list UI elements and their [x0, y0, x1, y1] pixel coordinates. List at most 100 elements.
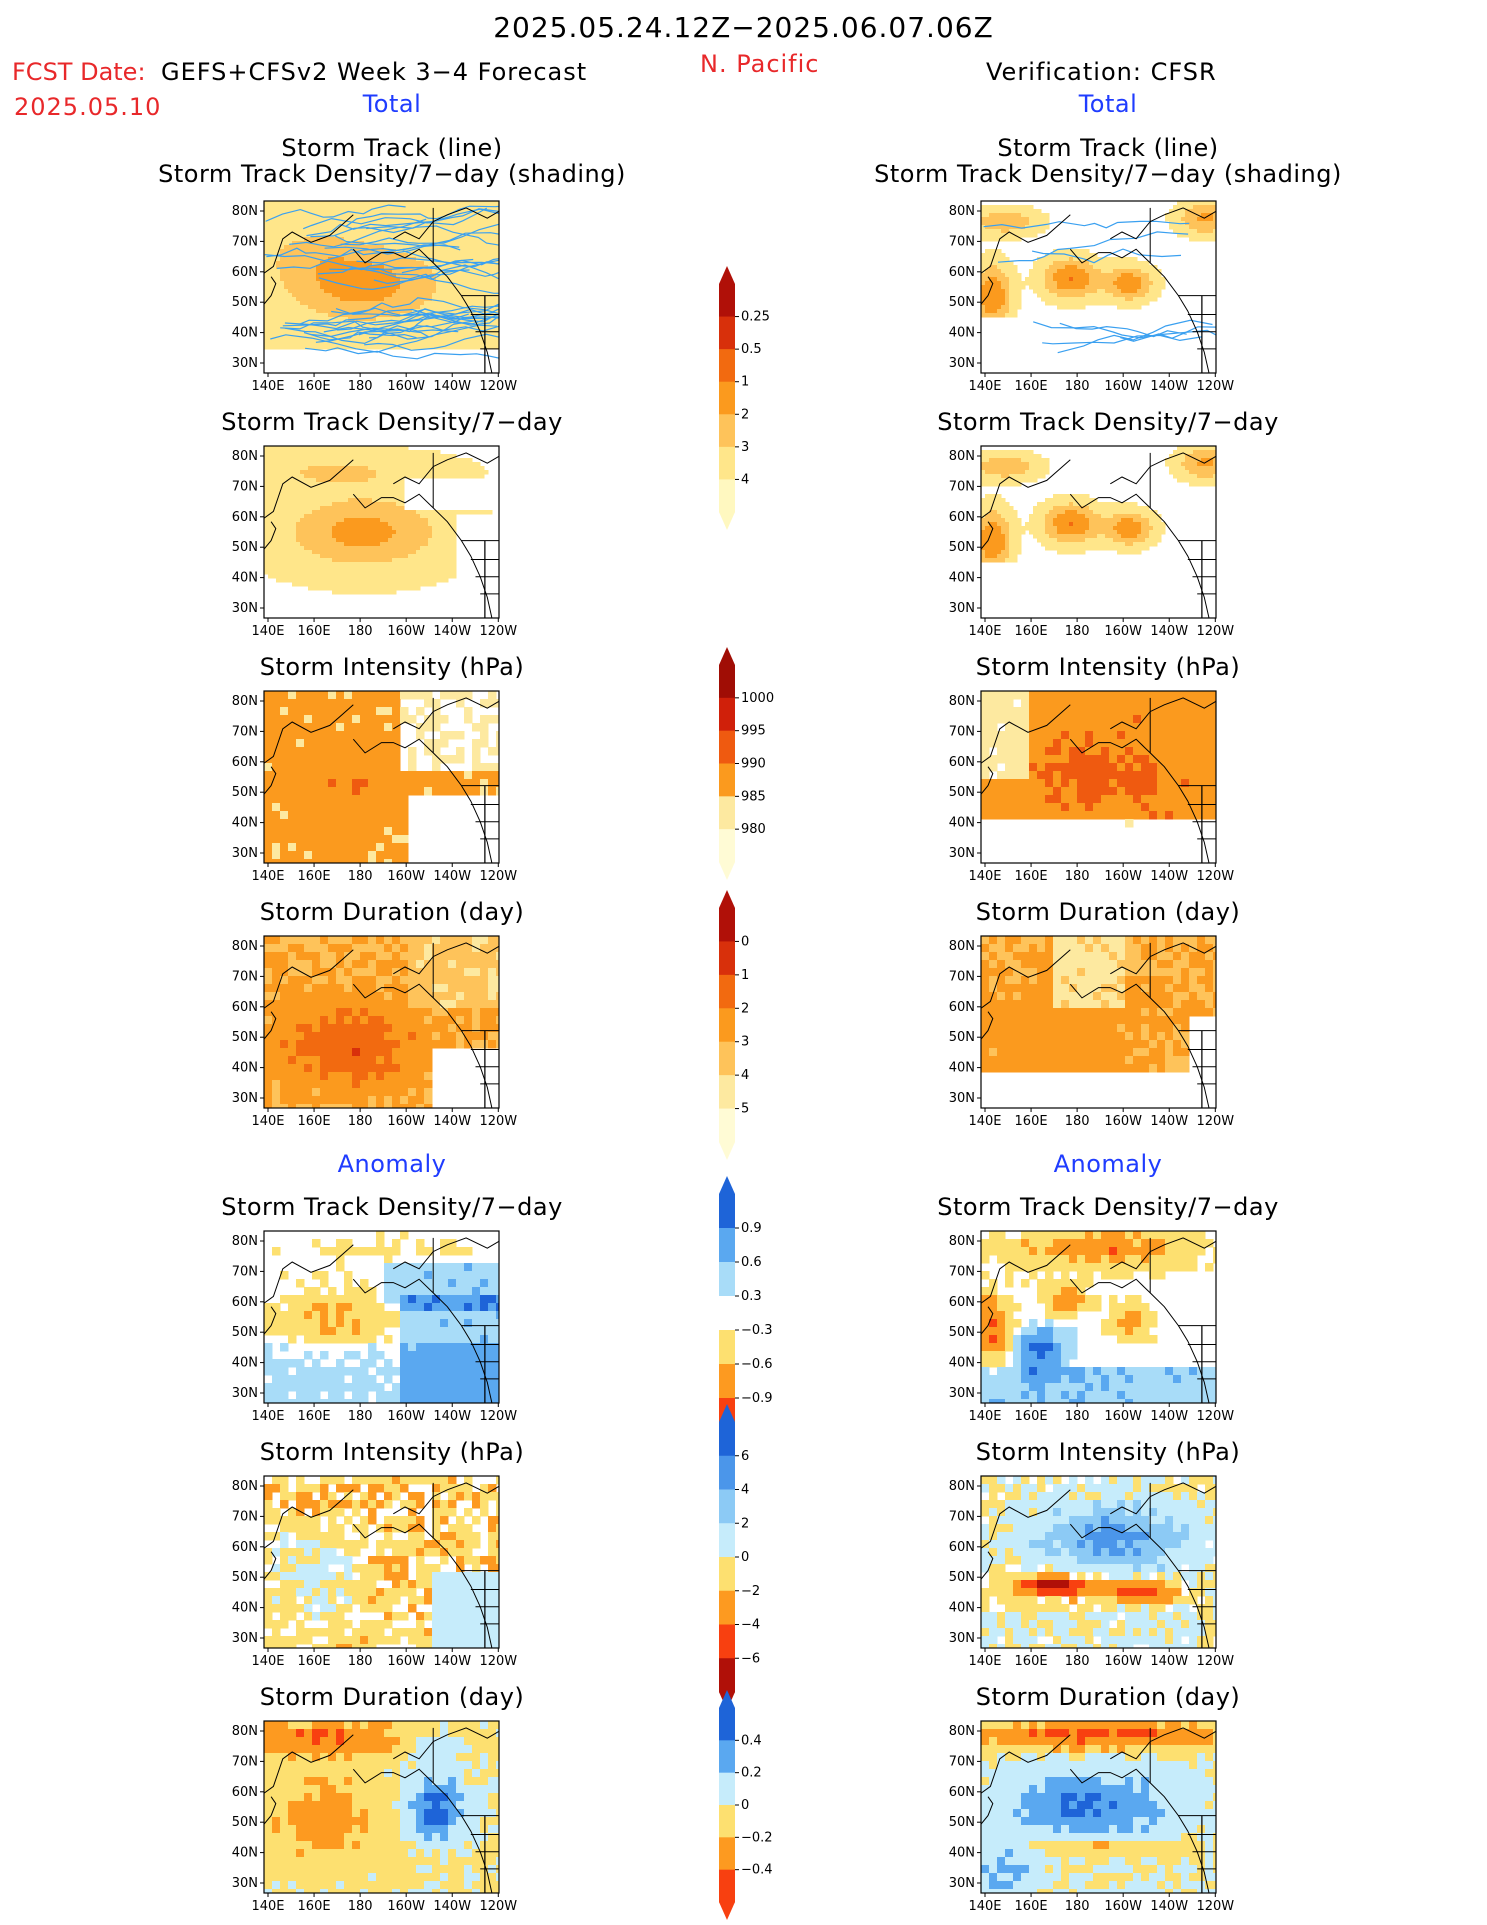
y-tick-label: 80N: [949, 694, 975, 709]
colorbar-swatch: [719, 1008, 735, 1043]
y-tick-label: 50N: [232, 785, 258, 800]
colorbar-swatch: [719, 1330, 735, 1365]
storm-track-line: [284, 313, 499, 330]
colorbar-intensity_anom: 6 4 2 0 −2 −4 −6: [719, 1404, 760, 1710]
y-tick-label: 80N: [949, 1724, 975, 1739]
y-tick-label: 50N: [232, 295, 258, 310]
map-frame: [980, 1230, 1217, 1404]
colorbar-top-arrow: [719, 647, 735, 665]
y-tick-label: 30N: [232, 1386, 258, 1401]
x-tick-label: 140W: [433, 1654, 471, 1669]
x-tick-label: 140E: [251, 1899, 284, 1914]
colorbar-label: 2: [741, 1516, 749, 1531]
storm-track-line: [398, 313, 499, 325]
y-tick-label: 30N: [232, 846, 258, 861]
colorbar-swatch: [719, 1364, 735, 1399]
storm-track-line: [366, 207, 488, 230]
colorbar-swatch: [719, 829, 735, 863]
storm-track-line: [373, 259, 499, 285]
colorbar-bottom-arrow: [719, 512, 735, 530]
coastline: [264, 942, 499, 1108]
y-tick-label: 70N: [949, 1264, 975, 1279]
x-tick-label: 120W: [1196, 1899, 1234, 1914]
colorbar-swatch: [719, 1108, 735, 1143]
y-tick-label: 40N: [949, 571, 975, 586]
x-tick-label: 180: [1065, 1899, 1090, 1914]
x-tick-label: 120W: [479, 1114, 517, 1129]
coastline: [264, 1237, 499, 1403]
shading-verif-track: [981, 201, 1216, 373]
y-tick-label: 80N: [232, 204, 258, 219]
colorbar-swatch: [719, 446, 735, 480]
colorbar-swatch: [719, 1075, 735, 1110]
x-tick-label: 140W: [433, 624, 471, 639]
y-tick-label: 60N: [949, 510, 975, 525]
y-tick-label: 60N: [949, 265, 975, 280]
y-tick-label: 80N: [949, 204, 975, 219]
verif-density-anom-title: Storm Track Density/7−day: [937, 1193, 1279, 1221]
map-frame: [263, 1720, 500, 1894]
x-tick-label: 160E: [298, 869, 331, 884]
storm-track-line: [284, 327, 430, 338]
storm-track-line: [276, 260, 470, 272]
storm-track-line: [265, 204, 406, 222]
y-tick-label: 80N: [949, 1234, 975, 1249]
shading-fcst-intensity-anom: [264, 1476, 499, 1648]
map-panel-verif-duration-anom: 140E 160E 180 160W 140W 120W 80N 70N 60N 50N 40N 30…: [949, 1720, 1234, 1914]
y-tick-label: 40N: [232, 571, 258, 586]
colorbar-label: 4: [741, 1483, 749, 1498]
x-tick-label: 160E: [298, 1114, 331, 1129]
y-tick-label: 30N: [949, 1386, 975, 1401]
x-tick-label: 120W: [1196, 1114, 1234, 1129]
colorbar-label: 1: [741, 375, 749, 390]
coastline: [981, 1482, 1216, 1648]
y-tick-label: 40N: [949, 816, 975, 831]
y-tick-label: 40N: [949, 1061, 975, 1076]
map-frame: [263, 935, 500, 1109]
colorbar-swatch: [719, 414, 735, 448]
storm-track-line: [329, 267, 499, 281]
y-tick-label: 80N: [949, 939, 975, 954]
y-tick-label: 40N: [949, 326, 975, 341]
y-tick-label: 60N: [232, 1540, 258, 1555]
x-tick-label: 160E: [1015, 869, 1048, 884]
storm-track-line: [997, 231, 1189, 263]
coastline: [981, 697, 1216, 863]
x-tick-label: 140E: [968, 1114, 1001, 1129]
map-panel-verif-density-anom: 140E 160E 180 160W 140W 120W 80N 70N 60N 50N 40N 30…: [949, 1230, 1234, 1424]
right-anomaly-label: Anomaly: [1053, 1150, 1163, 1178]
y-tick-label: 60N: [949, 1785, 975, 1800]
colorbar-bottom-arrow: [719, 1142, 735, 1160]
x-tick-label: 160E: [1015, 1654, 1048, 1669]
x-tick-label: 120W: [1196, 624, 1234, 639]
y-tick-label: 50N: [949, 1815, 975, 1830]
colorbar-top-arrow: [719, 266, 735, 284]
verif-track-title-shading: Storm Track Density/7−day (shading): [874, 160, 1342, 188]
verification-label: Verification: CFSR: [986, 58, 1217, 86]
coastline: [981, 452, 1216, 618]
x-tick-label: 140W: [1150, 869, 1188, 884]
shading-verif-intensity: [981, 691, 1216, 863]
y-tick-label: 50N: [232, 1570, 258, 1585]
x-tick-label: 140E: [968, 1899, 1001, 1914]
map-panel-fcst-intensity: 140E 160E 180 160W 140W 120W 80N 70N 60N 50N 40N 30…: [232, 690, 517, 884]
x-tick-label: 140W: [433, 1409, 471, 1424]
colorbar-label: −2: [741, 1584, 760, 1599]
coastline: [981, 1727, 1216, 1893]
y-tick-label: 70N: [949, 234, 975, 249]
y-tick-label: 30N: [949, 1876, 975, 1891]
colorbar-label: −0.4: [741, 1863, 773, 1878]
y-tick-label: 80N: [232, 1234, 258, 1249]
y-tick-label: 70N: [232, 479, 258, 494]
map-frame: [263, 200, 500, 374]
y-tick-label: 70N: [232, 1754, 258, 1769]
x-tick-label: 120W: [1196, 1654, 1234, 1669]
storm-track-line: [315, 325, 499, 343]
map-frame: [980, 200, 1217, 374]
storm-track-line: [1042, 334, 1202, 345]
map-panel-verif-density: 140E 160E 180 160W 140W 120W 80N 70N 60N 50N 40N 30…: [949, 445, 1234, 639]
map-frame: [980, 690, 1217, 864]
y-tick-label: 70N: [232, 234, 258, 249]
storm-track-line: [310, 225, 499, 246]
x-tick-label: 140E: [251, 379, 284, 394]
